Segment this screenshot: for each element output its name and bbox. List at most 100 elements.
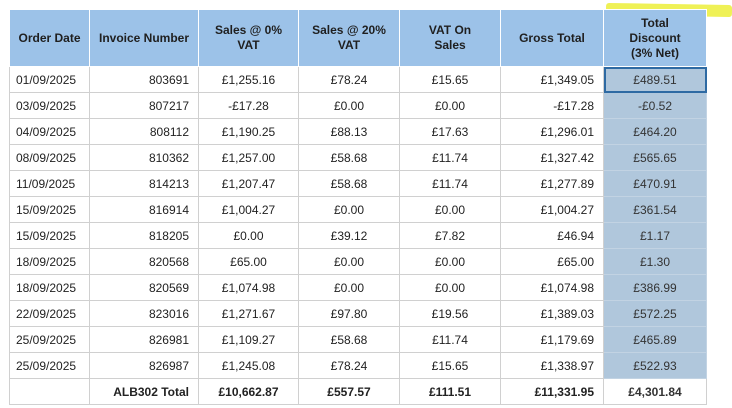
gross-total-cell[interactable]: £1,277.89 (500, 170, 604, 197)
order-date-cell[interactable]: 08/09/2025 (9, 144, 90, 171)
invoice-number-cell[interactable]: 823016 (89, 300, 199, 327)
invoice-number-cell[interactable]: 814213 (89, 170, 199, 197)
sales-20-vat-cell[interactable]: £97.80 (298, 300, 400, 327)
gross-total-cell[interactable]: £1,338.97 (500, 352, 604, 379)
sales-0-vat-cell[interactable]: £1,109.27 (198, 326, 299, 353)
gross-total-cell[interactable]: £1,179.69 (500, 326, 604, 353)
total-discount-cell[interactable]: £572.25 (603, 300, 707, 327)
order-date-cell[interactable]: 18/09/2025 (9, 248, 90, 275)
sales-20-vat-cell[interactable]: £0.00 (298, 274, 400, 301)
table-row: 18/09/2025 820568 £65.00 £0.00 £0.00 £65.00 £1… (9, 248, 707, 275)
sales-20-vat-cell[interactable]: £78.24 (298, 352, 400, 379)
sales-20-vat-cell[interactable]: £88.13 (298, 118, 400, 145)
total-total-discount-cell[interactable]: £4,301.84 (603, 378, 707, 405)
invoice-number-cell[interactable]: 808112 (89, 118, 199, 145)
gross-total-cell[interactable]: £1,389.03 (500, 300, 604, 327)
total-discount-cell[interactable]: -£0.52 (603, 92, 707, 119)
total-discount-cell[interactable]: £464.20 (603, 118, 707, 145)
vat-on-sales-cell[interactable]: £0.00 (399, 248, 501, 275)
gross-total-cell[interactable]: -£17.28 (500, 92, 604, 119)
vat-on-sales-cell[interactable]: £0.00 (399, 274, 501, 301)
vat-on-sales-cell[interactable]: £7.82 (399, 222, 501, 249)
vat-on-sales-cell[interactable]: £0.00 (399, 196, 501, 223)
order-date-cell[interactable]: 22/09/2025 (9, 300, 90, 327)
vat-on-sales-cell[interactable]: £0.00 (399, 92, 501, 119)
total-discount-cell[interactable]: £1.30 (603, 248, 707, 275)
sales-20-vat-cell[interactable]: £58.68 (298, 144, 400, 171)
sales-0-vat-cell[interactable]: £1,190.25 (198, 118, 299, 145)
order-date-cell[interactable]: 15/09/2025 (9, 196, 90, 223)
order-date-cell[interactable]: 11/09/2025 (9, 170, 90, 197)
total-sales-0-vat-cell[interactable]: £10,662.87 (198, 378, 299, 405)
vat-on-sales-cell[interactable]: £11.74 (399, 326, 501, 353)
invoice-number-cell[interactable]: 816914 (89, 196, 199, 223)
invoice-number-cell[interactable]: 826981 (89, 326, 199, 353)
total-discount-cell[interactable]: £489.51 (603, 66, 707, 93)
gross-total-cell[interactable]: £1,296.01 (500, 118, 604, 145)
total-discount-cell[interactable]: £465.89 (603, 326, 707, 353)
total-vat-on-sales-cell[interactable]: £111.51 (399, 378, 501, 405)
sales-0-vat-cell[interactable]: -£17.28 (198, 92, 299, 119)
col-header-sales-0-vat[interactable]: Sales @ 0% VAT (198, 9, 299, 67)
gross-total-cell[interactable]: £1,327.42 (500, 144, 604, 171)
order-date-cell[interactable]: 04/09/2025 (9, 118, 90, 145)
order-date-cell[interactable]: 25/09/2025 (9, 326, 90, 353)
col-header-order-date[interactable]: Order Date (9, 9, 90, 67)
col-header-vat-on-sales[interactable]: VAT On Sales (399, 9, 501, 67)
total-sales-20-vat-cell[interactable]: £557.57 (298, 378, 400, 405)
col-header-gross-total[interactable]: Gross Total (500, 9, 604, 67)
total-invoice-number-cell[interactable]: ALB302 Total (89, 378, 199, 405)
sales-0-vat-cell[interactable]: £1,255.16 (198, 66, 299, 93)
vat-on-sales-cell[interactable]: £11.74 (399, 170, 501, 197)
sales-20-vat-cell[interactable]: £58.68 (298, 326, 400, 353)
total-gross-total-cell[interactable]: £11,331.95 (500, 378, 604, 405)
invoice-number-cell[interactable]: 820568 (89, 248, 199, 275)
order-date-cell[interactable]: 15/09/2025 (9, 222, 90, 249)
col-header-total-discount[interactable]: Total Discount (3% Net) (603, 9, 707, 67)
total-discount-cell[interactable]: £470.91 (603, 170, 707, 197)
order-date-cell[interactable]: 01/09/2025 (9, 66, 90, 93)
total-discount-cell[interactable]: £386.99 (603, 274, 707, 301)
sales-0-vat-cell[interactable]: £1,271.67 (198, 300, 299, 327)
sales-0-vat-cell[interactable]: £1,004.27 (198, 196, 299, 223)
header-row: Order Date Invoice Number Sales @ 0% VAT… (9, 9, 707, 67)
col-header-invoice-number[interactable]: Invoice Number (89, 9, 199, 67)
gross-total-cell[interactable]: £46.94 (500, 222, 604, 249)
sales-20-vat-cell[interactable]: £78.24 (298, 66, 400, 93)
sales-0-vat-cell[interactable]: £1,245.08 (198, 352, 299, 379)
sales-0-vat-cell[interactable]: £1,257.00 (198, 144, 299, 171)
sales-0-vat-cell[interactable]: £1,207.47 (198, 170, 299, 197)
gross-total-cell[interactable]: £1,349.05 (500, 66, 604, 93)
invoice-number-cell[interactable]: 807217 (89, 92, 199, 119)
invoice-number-cell[interactable]: 803691 (89, 66, 199, 93)
vat-on-sales-cell[interactable]: £17.63 (399, 118, 501, 145)
invoice-number-cell[interactable]: 810362 (89, 144, 199, 171)
sales-0-vat-cell[interactable]: £1,074.98 (198, 274, 299, 301)
sales-20-vat-cell[interactable]: £39.12 (298, 222, 400, 249)
total-order-date-cell[interactable] (9, 378, 90, 405)
sales-20-vat-cell[interactable]: £58.68 (298, 170, 400, 197)
total-discount-cell[interactable]: £1.17 (603, 222, 707, 249)
total-discount-cell[interactable]: £565.65 (603, 144, 707, 171)
vat-on-sales-cell[interactable]: £15.65 (399, 66, 501, 93)
order-date-cell[interactable]: 03/09/2025 (9, 92, 90, 119)
sales-20-vat-cell[interactable]: £0.00 (298, 92, 400, 119)
invoice-number-cell[interactable]: 818205 (89, 222, 199, 249)
order-date-cell[interactable]: 18/09/2025 (9, 274, 90, 301)
sales-0-vat-cell[interactable]: £65.00 (198, 248, 299, 275)
vat-on-sales-cell[interactable]: £11.74 (399, 144, 501, 171)
total-discount-cell[interactable]: £361.54 (603, 196, 707, 223)
order-date-cell[interactable]: 25/09/2025 (9, 352, 90, 379)
gross-total-cell[interactable]: £1,004.27 (500, 196, 604, 223)
gross-total-cell[interactable]: £1,074.98 (500, 274, 604, 301)
sales-20-vat-cell[interactable]: £0.00 (298, 248, 400, 275)
gross-total-cell[interactable]: £65.00 (500, 248, 604, 275)
col-header-sales-20-vat[interactable]: Sales @ 20% VAT (298, 9, 400, 67)
sales-0-vat-cell[interactable]: £0.00 (198, 222, 299, 249)
invoice-number-cell[interactable]: 820569 (89, 274, 199, 301)
invoice-number-cell[interactable]: 826987 (89, 352, 199, 379)
vat-on-sales-cell[interactable]: £15.65 (399, 352, 501, 379)
sales-20-vat-cell[interactable]: £0.00 (298, 196, 400, 223)
vat-on-sales-cell[interactable]: £19.56 (399, 300, 501, 327)
total-discount-cell[interactable]: £522.93 (603, 352, 707, 379)
